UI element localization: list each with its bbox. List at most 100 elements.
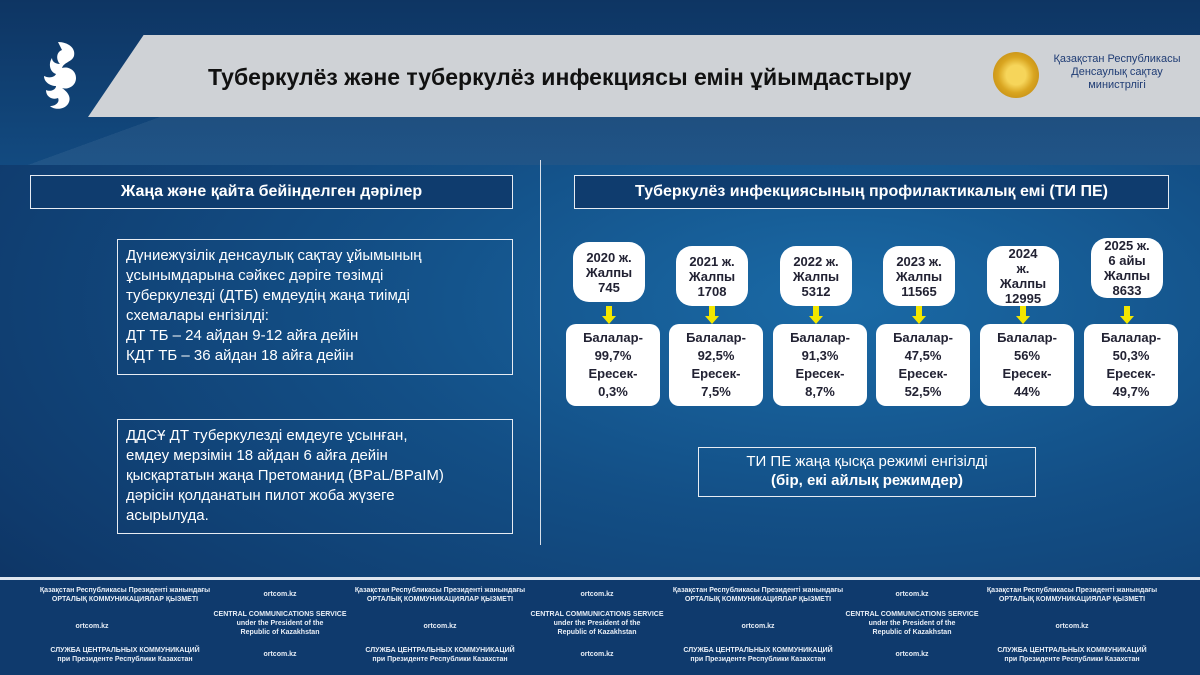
text-line: туберкулезді (ДТБ) емдеудің жаңа тиімді bbox=[126, 287, 410, 304]
text-line: Ересек- bbox=[898, 366, 948, 381]
text-line: СЛУЖБА ЦЕНТРАЛЬНЫХ КОММУНИКАЦИЙ bbox=[683, 647, 833, 654]
footer-watermark: ortcom.kz bbox=[263, 651, 297, 658]
year-total-card: 2024 ж. Жалпы 12995 bbox=[987, 246, 1059, 306]
text-line: 6 айы bbox=[1108, 253, 1146, 268]
ministry-line: Денсаулық сақтау bbox=[1071, 66, 1163, 78]
text-line: Балалар- bbox=[583, 330, 643, 345]
year-total-card: 2020 ж. Жалпы 745 bbox=[573, 242, 645, 302]
footer-watermark: ortcom.kz bbox=[580, 591, 614, 598]
text-line: 2020 ж. bbox=[586, 249, 632, 265]
year-total-card: 2022 ж. Жалпы 5312 bbox=[780, 246, 852, 306]
footer-watermark: Қазақстан Республикасы Президенті жанынд… bbox=[673, 586, 843, 604]
text-line: 8,7% bbox=[805, 384, 835, 399]
text-line: Жалпы bbox=[792, 268, 840, 284]
text-line: Жалпы bbox=[999, 276, 1047, 291]
footer-watermark: Қазақстан Республикасы Президенті жанынд… bbox=[40, 586, 210, 604]
text-line: 0,3% bbox=[598, 384, 628, 399]
text-line: 56% bbox=[1013, 348, 1041, 363]
footer-watermark: СЛУЖБА ЦЕНТРАЛЬНЫХ КОММУНИКАЦИЙ при Прези… bbox=[997, 646, 1146, 664]
text-line: Republic of Kazakhstan bbox=[872, 629, 952, 636]
text-line: 47,5% bbox=[904, 348, 942, 363]
text-line: асырылуда. bbox=[126, 507, 209, 524]
age-split-card: Балалар- 92,5% Ересек- 7,5% bbox=[669, 324, 763, 406]
text-line: ОРТАЛЫҚ КОММУНИКАЦИЯЛАР ҚЫЗМЕТІ bbox=[366, 596, 514, 603]
text-line: Ересек- bbox=[691, 366, 741, 381]
text-line: схемалары енгізілді: bbox=[126, 307, 269, 324]
footer-watermark: CENTRAL COMMUNICATIONS SERVICE under the … bbox=[530, 610, 663, 637]
text-line: СЛУЖБА ЦЕНТРАЛЬНЫХ КОММУНИКАЦИЙ bbox=[365, 647, 515, 654]
text-line: ұсынымдарына сәйкес дәріге төзімді bbox=[126, 267, 384, 284]
footer-watermark: ortcom.kz bbox=[580, 651, 614, 658]
text-line: қысқартатын жаңа Претоманид (BPaL/BPaIM) bbox=[126, 467, 444, 484]
footer: Қазақстан Республикасы Президенті жанынд… bbox=[0, 577, 1200, 675]
decorative-stripe bbox=[0, 117, 1200, 165]
text-line: 44% bbox=[1013, 384, 1041, 399]
text-line: Ересек- bbox=[795, 366, 845, 381]
new-regimens-box: Дүниежүзілік денсаулық сақтау ұйымының ұс… bbox=[117, 239, 513, 375]
text-line: 5312 bbox=[801, 283, 831, 299]
text-line: under the President of the bbox=[553, 620, 641, 627]
text-line: ОРТАЛЫҚ КОММУНИКАЦИЯЛАР ҚЫЗМЕТІ bbox=[998, 596, 1146, 603]
footer-watermark: СЛУЖБА ЦЕНТРАЛЬНЫХ КОММУНИКАЦИЙ при Прези… bbox=[50, 646, 199, 664]
text-line: 2021 ж. bbox=[689, 253, 735, 269]
ministry-line: министрлігі bbox=[1088, 79, 1146, 91]
state-emblem-icon bbox=[993, 52, 1039, 98]
note-line: ТИ ПЕ жаңа қысқа режимі енгізілді bbox=[746, 453, 988, 470]
ministry-name: Қазақстан Республикасы Денсаулық сақтау … bbox=[1042, 53, 1192, 92]
year-total-card: 2023 ж. Жалпы 11565 bbox=[883, 246, 955, 306]
age-split-card: Балалар- 56% Ересек- 44% bbox=[980, 324, 1074, 406]
divider bbox=[540, 160, 541, 545]
ministry-line: Қазақстан Республикасы bbox=[1053, 53, 1181, 65]
text-line: Republic of Kazakhstan bbox=[557, 629, 637, 636]
text-line: ДДСҰ ДТ туберкулезді емдеуге ұсынған, bbox=[126, 427, 408, 444]
text-line: 2023 ж. bbox=[896, 253, 942, 269]
text-line: Жалпы bbox=[895, 268, 943, 284]
footer-watermark: ortcom.kz bbox=[741, 623, 775, 630]
text-line: CENTRAL COMMUNICATIONS SERVICE bbox=[530, 611, 664, 618]
text-line: 2025 ж. bbox=[1104, 238, 1150, 253]
text-line: при Президенте Республики Казахстан bbox=[57, 656, 193, 663]
arrow-down-icon bbox=[912, 306, 926, 324]
text-line: 7,5% bbox=[701, 384, 731, 399]
text-line: 50,3% bbox=[1112, 348, 1150, 363]
text-line: Қазақстан Республикасы Президенті жанынд… bbox=[986, 587, 1158, 594]
snow-leopard-logo-icon bbox=[44, 42, 76, 109]
text-line: СЛУЖБА ЦЕНТРАЛЬНЫХ КОММУНИКАЦИЙ bbox=[50, 647, 200, 654]
text-line: 91,3% bbox=[801, 348, 839, 363]
text-line: 52,5% bbox=[904, 384, 942, 399]
text-line: Балалар- bbox=[686, 330, 746, 345]
pretomanid-box: ДДСҰ ДТ туберкулезді емдеуге ұсынған, емд… bbox=[117, 419, 513, 534]
text-line: ОРТАЛЫҚ КОММУНИКАЦИЯЛАР ҚЫЗМЕТІ bbox=[684, 596, 832, 603]
footer-watermark: ortcom.kz bbox=[75, 623, 109, 630]
text-line: CENTRAL COMMUNICATIONS SERVICE bbox=[213, 611, 347, 618]
arrow-down-icon bbox=[705, 306, 719, 324]
text-line: СЛУЖБА ЦЕНТРАЛЬНЫХ КОММУНИКАЦИЙ bbox=[997, 647, 1147, 654]
footer-watermark: Қазақстан Республикасы Президенті жанынд… bbox=[987, 586, 1157, 604]
text-line: емдеу мерзімін 18 айдан 6 айға дейін bbox=[126, 447, 388, 464]
text-line: Жалпы bbox=[688, 268, 736, 284]
new-regimen-note: ТИ ПЕ жаңа қысқа режимі енгізілді (бір, … bbox=[698, 447, 1036, 497]
text-line: Дүниежүзілік денсаулық сақтау ұйымының bbox=[126, 247, 422, 264]
text-line: 1708 bbox=[697, 283, 727, 299]
page-title: Туберкулёз және туберкулёз инфекциясы ем… bbox=[208, 64, 912, 90]
text-line: under the President of the bbox=[868, 620, 956, 627]
text-line: Балалар- bbox=[1101, 330, 1161, 345]
text-line: Republic of Kazakhstan bbox=[240, 629, 320, 636]
text-line: при Президенте Республики Казахстан bbox=[690, 656, 826, 663]
year-total-card: 2025 ж. 6 айы Жалпы 8633 bbox=[1091, 238, 1163, 298]
text-line: Балалар- bbox=[790, 330, 850, 345]
text-line: Ересек- bbox=[1106, 366, 1156, 381]
text-line: 11565 bbox=[901, 283, 937, 299]
left-section-heading: Жаңа және қайта бейінделген дәрілер bbox=[30, 175, 513, 209]
text-line: 92,5% bbox=[697, 348, 735, 363]
footer-watermark: СЛУЖБА ЦЕНТРАЛЬНЫХ КОММУНИКАЦИЙ при Прези… bbox=[365, 646, 514, 664]
text-line: Ересек- bbox=[1002, 366, 1052, 381]
text-line: ОРТАЛЫҚ КОММУНИКАЦИЯЛАР ҚЫЗМЕТІ bbox=[51, 596, 199, 603]
text-line: 49,7% bbox=[1112, 384, 1150, 399]
text-line: при Президенте Республики Казахстан bbox=[1004, 656, 1140, 663]
age-split-card: Балалар- 47,5% Ересек- 52,5% bbox=[876, 324, 970, 406]
text-line: КДТ ТБ – 36 айдан 18 айға дейін bbox=[126, 347, 354, 364]
text-line: 2022 ж. bbox=[793, 253, 839, 269]
age-split-card: Балалар- 99,7% Ересек- 0,3% bbox=[566, 324, 660, 406]
text-line: 99,7% bbox=[594, 348, 632, 363]
